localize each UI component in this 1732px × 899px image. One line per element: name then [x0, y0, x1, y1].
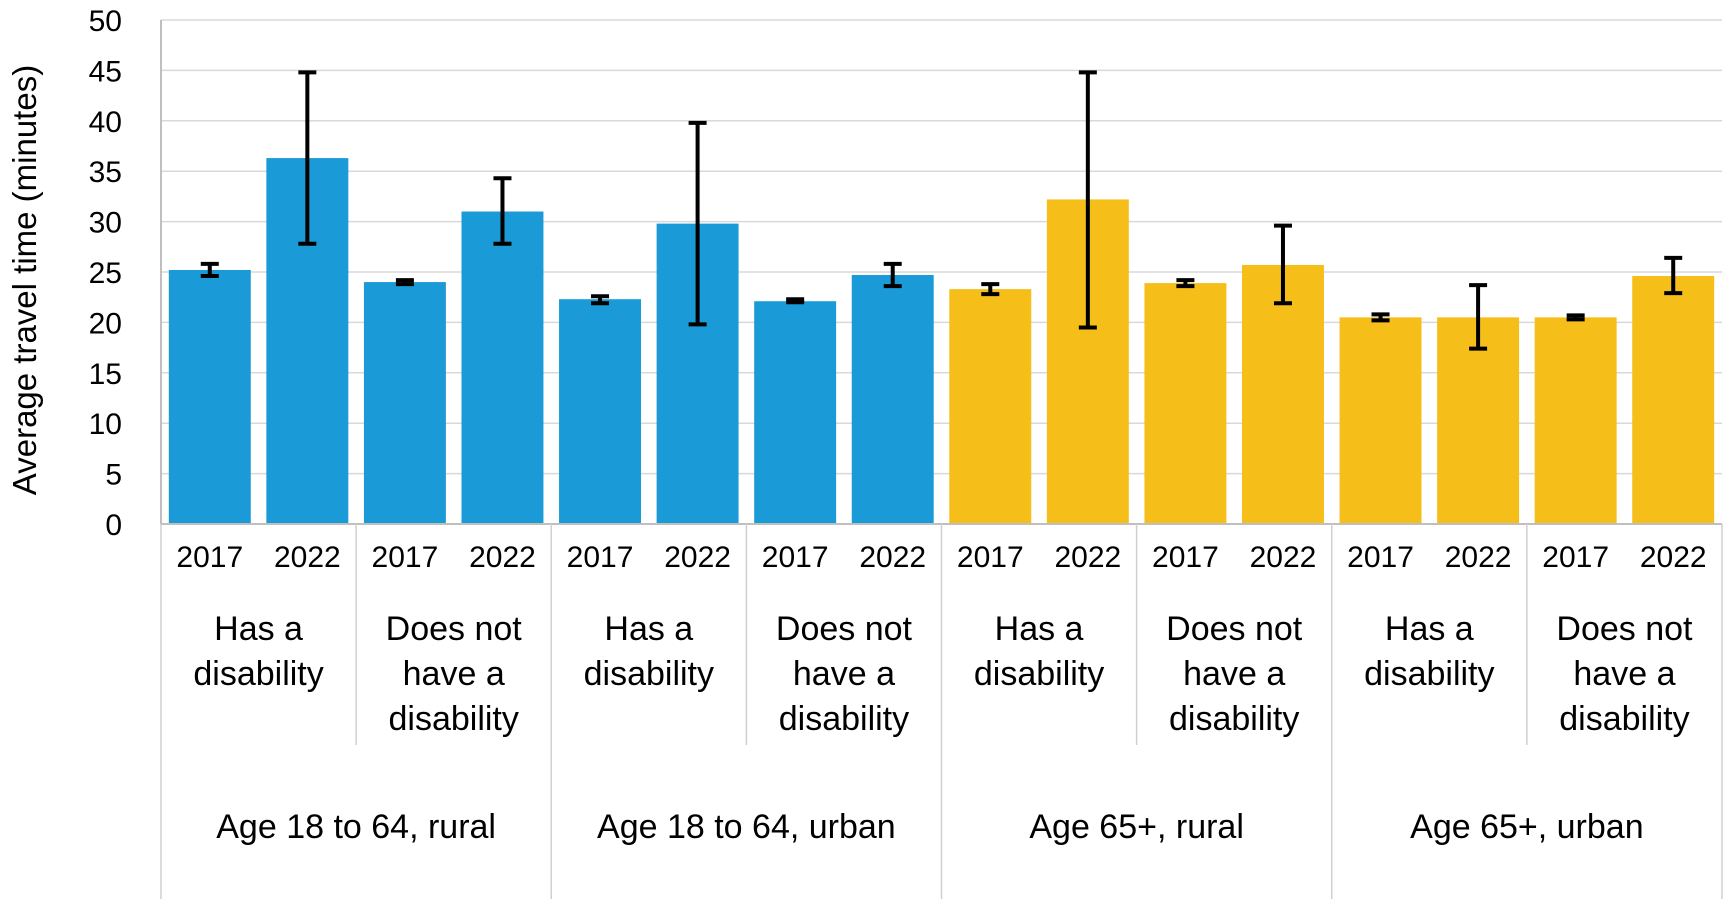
- subgroup-label: Does not: [386, 610, 523, 648]
- bar: [754, 301, 837, 524]
- subgroup-label: Has a: [604, 610, 693, 648]
- bar: [559, 299, 642, 524]
- year-tick-label: 2017: [372, 541, 439, 574]
- subgroup-label: Has a: [214, 610, 303, 648]
- axes: [160, 20, 1723, 899]
- y-tick-label: 35: [89, 156, 122, 189]
- subgroup-label: Does not: [1166, 610, 1303, 648]
- group-label: Age 65+, urban: [1410, 808, 1643, 846]
- bar: [1241, 264, 1324, 524]
- group-label: Age 65+, rural: [1029, 808, 1244, 846]
- year-tick-label: 2022: [859, 541, 926, 574]
- y-tick-label: 5: [105, 459, 122, 492]
- y-tick-label: 30: [89, 207, 122, 240]
- subgroup-label: disability: [1559, 700, 1689, 738]
- subgroup-label: disability: [193, 655, 323, 693]
- subgroup-label: disability: [779, 700, 909, 738]
- bar: [1534, 317, 1617, 524]
- subgroup-label: Has a: [995, 610, 1084, 648]
- bar: [363, 282, 446, 524]
- year-tick-label: 2022: [1640, 541, 1707, 574]
- year-tick-label: 2022: [469, 541, 536, 574]
- y-tick-label: 10: [89, 408, 122, 441]
- subgroup-label: have a: [403, 655, 505, 693]
- year-tick-label: 2022: [664, 541, 731, 574]
- subgroup-label: disability: [584, 655, 714, 693]
- group-label: Age 18 to 64, rural: [216, 808, 496, 846]
- y-axis-label: Average travel time (minutes): [6, 65, 43, 495]
- subgroup-label: Has a: [1385, 610, 1474, 648]
- subgroup-label: Does not: [776, 610, 913, 648]
- subgroup-label: have a: [793, 655, 895, 693]
- bar: [1339, 317, 1422, 524]
- subgroup-label: disability: [388, 700, 518, 738]
- subgroup-label: disability: [974, 655, 1104, 693]
- year-tick-label: 2017: [957, 541, 1024, 574]
- y-tick-label: 20: [89, 307, 122, 340]
- year-tick-label: 2017: [567, 541, 634, 574]
- year-tick-label: 2022: [1054, 541, 1121, 574]
- year-tick-label: 2017: [1542, 541, 1609, 574]
- group-label: Age 18 to 64, urban: [597, 808, 896, 846]
- year-tick-label: 2022: [274, 541, 341, 574]
- bar: [1437, 317, 1520, 524]
- bar: [1144, 283, 1227, 524]
- y-tick-label: 50: [89, 5, 122, 38]
- subgroup-label: have a: [1573, 655, 1675, 693]
- year-tick-label: 2017: [762, 541, 829, 574]
- bar: [461, 211, 544, 524]
- y-tick-label: 40: [89, 106, 122, 139]
- subgroup-label: have a: [1183, 655, 1285, 693]
- y-tick-label: 45: [89, 55, 122, 88]
- y-tick-label: 25: [89, 257, 122, 290]
- labels: 0 5 10 15 20 25 30 35 40 45 50 2017 2022 2017 2022 2017…: [89, 5, 1707, 846]
- year-tick-label: 2017: [176, 541, 243, 574]
- subgroup-label: Does not: [1556, 610, 1693, 648]
- bar: [1632, 276, 1715, 524]
- bars: [168, 70, 1715, 524]
- y-tick-label: 15: [89, 358, 122, 391]
- bar: [949, 289, 1032, 524]
- subgroup-label: disability: [1364, 655, 1494, 693]
- year-tick-label: 2022: [1445, 541, 1512, 574]
- year-tick-label: 2017: [1347, 541, 1414, 574]
- year-tick-label: 2022: [1250, 541, 1317, 574]
- y-tick-label: 0: [105, 509, 122, 542]
- subgroup-label: disability: [1169, 700, 1299, 738]
- bar: [851, 275, 934, 524]
- bar: [168, 269, 251, 524]
- year-tick-label: 2017: [1152, 541, 1219, 574]
